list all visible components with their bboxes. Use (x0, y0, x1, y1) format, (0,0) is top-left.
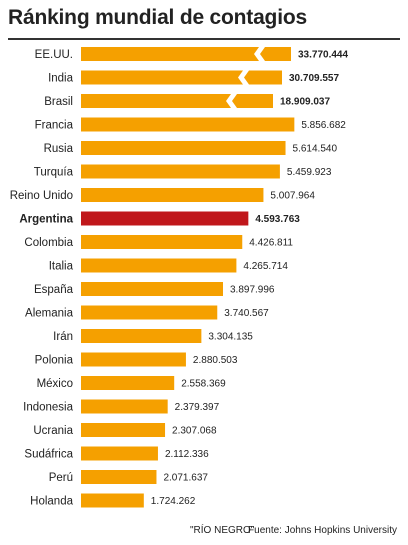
bar-italia (81, 258, 237, 273)
value-label-iran: 3.304.135 (208, 332, 253, 343)
category-label-ee-uu: EE.UU. (35, 49, 73, 61)
category-label-brasil: Brasil (44, 96, 73, 108)
value-label-colombia: 4.426.811 (249, 238, 293, 249)
bar-mexico (81, 376, 175, 390)
value-label-italia: 4.265.714 (243, 261, 288, 272)
bar-sudafrica (81, 446, 158, 461)
category-label-italia: Italia (49, 261, 74, 273)
bar-ee-uu (81, 47, 291, 61)
bar-argentina (81, 211, 249, 226)
value-label-alemania: 3.740.567 (224, 308, 269, 319)
category-label-ucrania: Ucrania (33, 425, 73, 437)
value-label-holanda: 1.724.262 (151, 496, 196, 507)
category-label-iran: Irán (53, 331, 73, 343)
value-label-ucrania: 2.307.068 (172, 426, 217, 437)
bar-turquia (81, 164, 280, 179)
value-label-ee-uu: 33.770.444 (298, 50, 348, 61)
bar-brasil (81, 94, 273, 108)
value-label-reino-unido: 5.007.964 (270, 191, 315, 202)
category-label-espana: España (34, 284, 74, 296)
category-label-indonesia: Indonesia (23, 402, 73, 414)
category-label-peru: Perú (49, 472, 73, 484)
value-label-francia: 5.856.682 (301, 120, 346, 131)
value-label-sudafrica: 2.112.336 (165, 449, 209, 460)
value-label-rusia: 5.614.540 (293, 144, 338, 155)
footer-source: Fuente: Johns Hopkins University (248, 525, 397, 536)
value-label-espana: 3.897.996 (230, 285, 275, 296)
bar-colombia (81, 235, 243, 249)
category-label-india: India (48, 73, 74, 85)
bar-holanda (81, 493, 144, 508)
category-label-mexico: México (37, 378, 73, 390)
bar-indonesia (81, 399, 168, 414)
footer-credit: "RÍO NEGRO" (190, 525, 255, 536)
title-rule (8, 38, 400, 40)
category-label-francia: Francia (35, 120, 74, 132)
bar-rusia (81, 141, 286, 155)
value-label-peru: 2.071.637 (163, 473, 208, 484)
bar-peru (81, 470, 157, 484)
category-label-rusia: Rusia (44, 143, 74, 155)
bar-iran (81, 329, 202, 343)
bar-ucrania (81, 423, 166, 437)
value-label-polonia: 2.880.503 (193, 355, 238, 366)
bar-espana (81, 282, 223, 296)
category-label-holanda: Holanda (30, 496, 73, 508)
category-label-argentina: Argentina (19, 214, 73, 226)
value-label-argentina: 4.593.763 (255, 214, 300, 225)
value-label-mexico: 2.558.369 (181, 379, 226, 390)
category-label-sudafrica: Sudáfrica (24, 449, 73, 461)
category-label-alemania: Alemania (25, 308, 74, 320)
bar-francia (81, 117, 295, 132)
chart-title: Ránking mundial de contagios (8, 6, 307, 29)
category-label-polonia: Polonia (35, 355, 74, 367)
category-label-turquia: Turquía (34, 167, 74, 179)
category-label-colombia: Colombia (24, 237, 73, 249)
value-label-turquia: 5.459.923 (287, 167, 332, 178)
value-label-india: 30.709.557 (289, 73, 339, 84)
bar-polonia (81, 352, 186, 367)
bar-india (81, 70, 282, 85)
value-label-brasil: 18.909.037 (280, 97, 330, 108)
value-label-indonesia: 2.379.397 (175, 402, 220, 413)
bar-reino-unido (81, 188, 264, 202)
bar-alemania (81, 305, 218, 320)
category-label-reino-unido: Reino Unido (10, 190, 73, 202)
bar-chart: EE.UU. 33.770.444 India 30.709.557 Brasil 18.… (10, 47, 348, 508)
